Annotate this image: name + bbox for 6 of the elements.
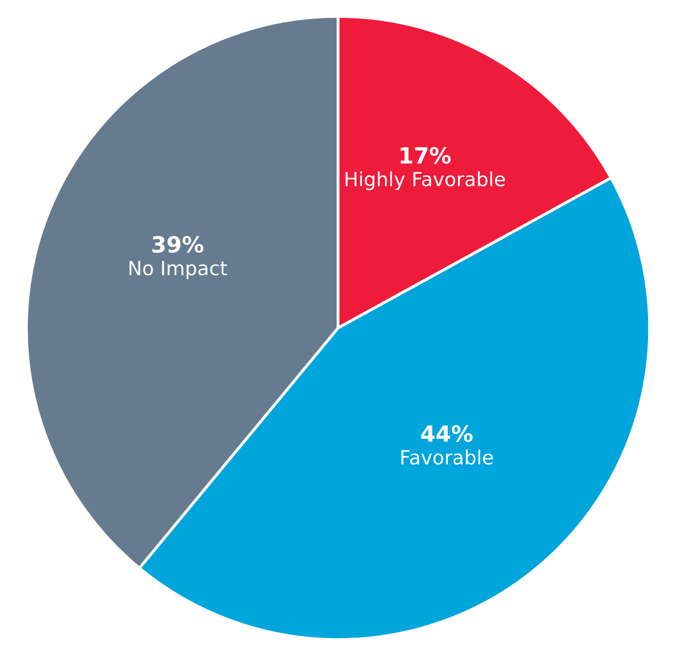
data-label: 44% bbox=[421, 425, 473, 442]
slice-label: Highly Favorable bbox=[346, 171, 505, 190]
data-label: 17% bbox=[400, 146, 451, 164]
slice-label: Favorable bbox=[401, 450, 493, 465]
data-label: 39% bbox=[152, 236, 204, 253]
slice-label: No Impact bbox=[129, 260, 227, 280]
